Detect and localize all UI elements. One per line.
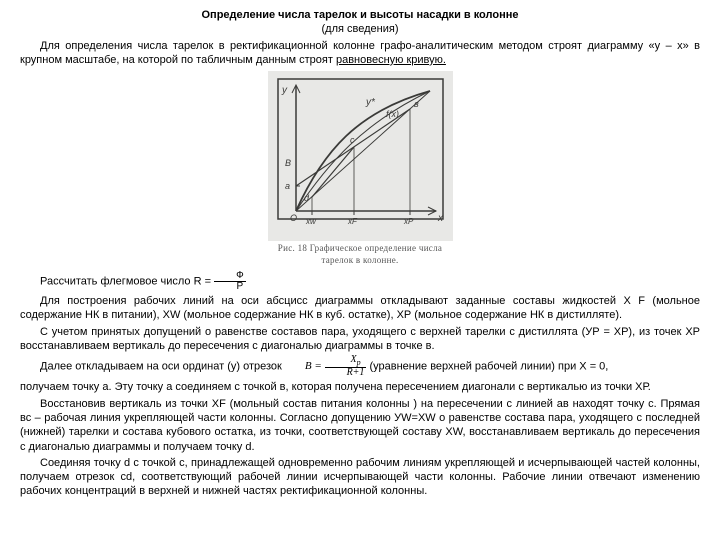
svg-text:в: в (414, 99, 419, 109)
svg-text:f(x): f(x) (386, 109, 399, 119)
svg-text:c: c (350, 135, 355, 145)
svg-text:xP: xP (403, 217, 414, 226)
text: Далее откладываем на оси ординат (у) отр… (40, 361, 285, 373)
figure-container: a B в c d O y x y* f(x) xw xF xP Рис. 18… (20, 71, 700, 267)
svg-text:a: a (285, 181, 290, 191)
svg-text:B: B (285, 158, 291, 168)
svg-text:x: x (437, 213, 444, 224)
svg-text:O: O (290, 213, 297, 223)
paragraph-7: Восстановив вертикаль из точки ХF (мольн… (20, 397, 700, 454)
paragraph-intro: Для определения числа тарелок в ректифик… (20, 39, 700, 68)
paragraph-4: С учетом принятых допущений о равенстве … (20, 325, 700, 354)
paragraph-5: Далее откладываем на оси ординат (у) отр… (20, 355, 700, 378)
svg-text:y: y (281, 85, 288, 96)
text: Рассчитать флегмовое число R = (40, 276, 214, 288)
text: (уравнение верхней рабочей линии) при Х … (366, 361, 608, 373)
equilibrium-diagram: a B в c d O y x y* f(x) xw xF xP Рис. 18… (268, 71, 453, 266)
paragraph-reflux: Рассчитать флегмовое число R = ФР (20, 271, 700, 292)
paragraph-3: Для построения рабочих линий на оси абсц… (20, 294, 700, 323)
chart-svg: a B в c d O y x y* f(x) xw xF xP (268, 71, 453, 241)
fraction-denominator: Р (214, 282, 246, 292)
page-title: Определение числа тарелок и высоты насад… (20, 8, 700, 22)
paragraph-8: Соединяя точку d с точкой с, принадлежащ… (20, 456, 700, 499)
svg-text:xw: xw (305, 217, 317, 226)
paragraph-6: получаем точку а. Эту точку а соединяем … (20, 380, 700, 394)
formula-b: B = XpR+1 (285, 355, 367, 378)
fraction: ФР (214, 271, 246, 292)
page-subtitle: (для сведения) (20, 22, 700, 36)
figure-caption: Рис. 18 Графическое определение числа та… (268, 243, 453, 266)
svg-text:y*: y* (365, 97, 376, 108)
svg-text:xF: xF (347, 217, 358, 226)
text-underlined: равновесную кривую. (336, 54, 446, 66)
